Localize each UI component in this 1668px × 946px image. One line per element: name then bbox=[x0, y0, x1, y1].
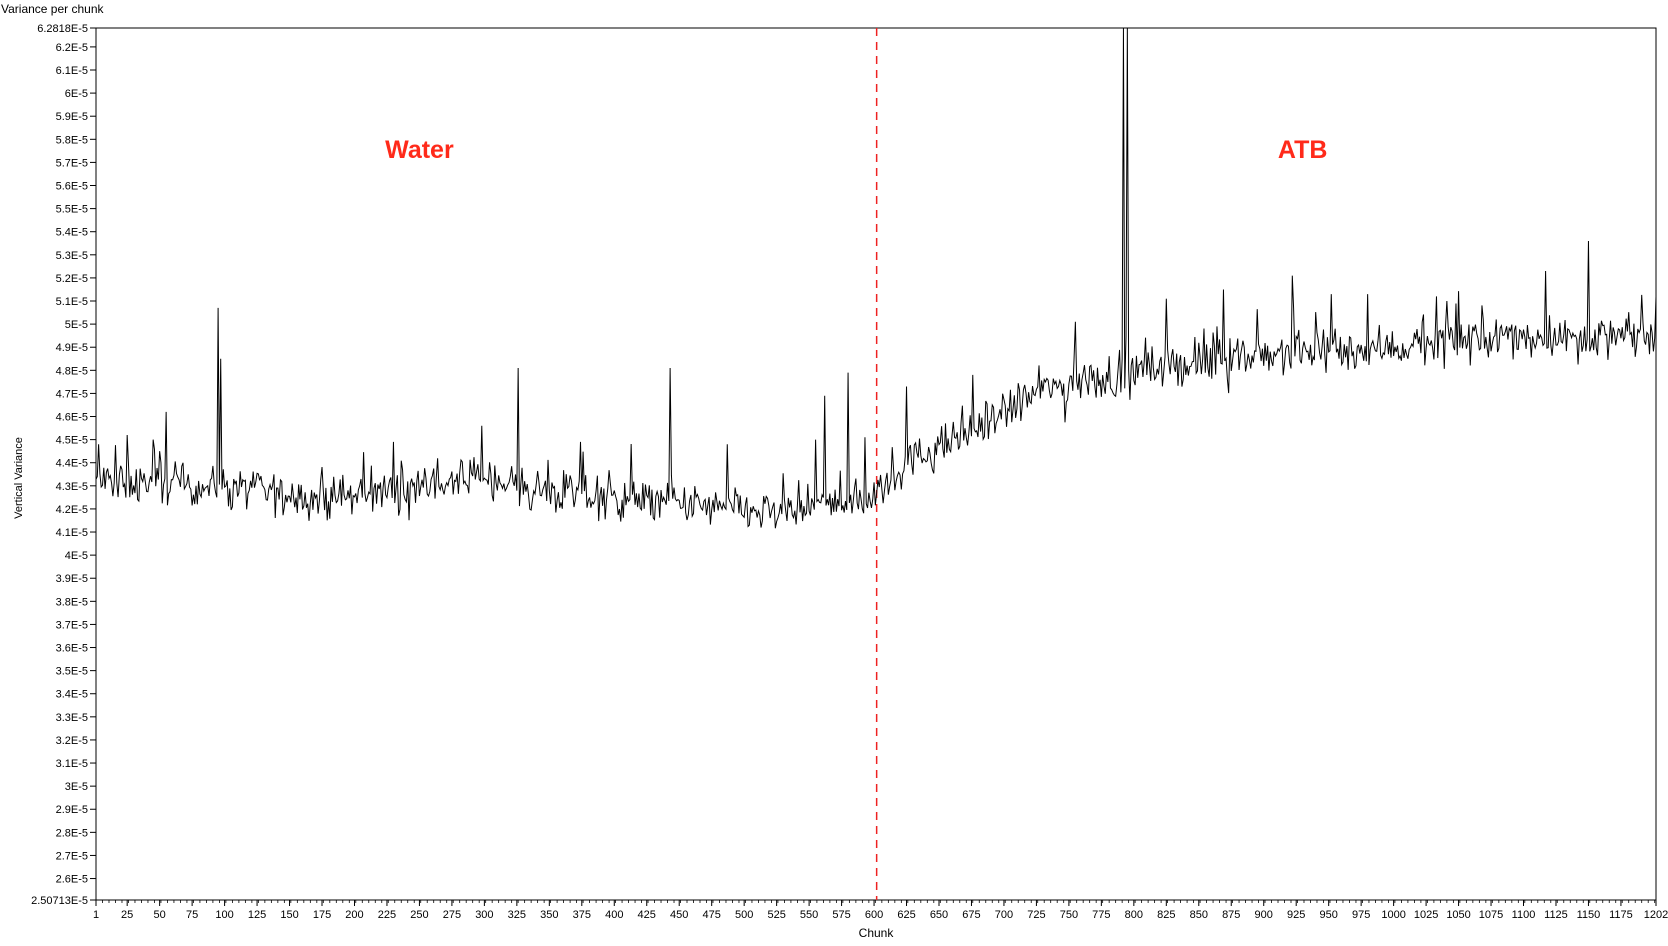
x-tick-label: 550 bbox=[800, 909, 818, 921]
y-tick-label: 3.4E-5 bbox=[56, 689, 88, 701]
x-axis-label: Chunk bbox=[859, 926, 895, 940]
y-tick-label: 4.3E-5 bbox=[56, 481, 88, 493]
y-tick-label: 2.50713E-5 bbox=[31, 895, 88, 907]
x-tick-label: 750 bbox=[1060, 909, 1078, 921]
y-tick-label: 5.4E-5 bbox=[56, 227, 88, 239]
y-tick-label: 3.5E-5 bbox=[56, 666, 88, 678]
y-tick-label: 5.6E-5 bbox=[56, 181, 88, 193]
y-tick-label: 4.5E-5 bbox=[56, 435, 88, 447]
x-tick-label: 975 bbox=[1352, 909, 1370, 921]
x-tick-label: 825 bbox=[1157, 909, 1175, 921]
y-tick-label: 2.6E-5 bbox=[56, 874, 88, 886]
x-tick-label: 900 bbox=[1255, 909, 1273, 921]
y-tick-label: 4.8E-5 bbox=[56, 365, 88, 377]
x-tick-label: 1000 bbox=[1381, 909, 1405, 921]
y-tick-label: 4.9E-5 bbox=[56, 342, 88, 354]
x-tick-label: 700 bbox=[995, 909, 1013, 921]
y-tick-label: 3.3E-5 bbox=[56, 712, 88, 724]
x-tick-label: 450 bbox=[670, 909, 688, 921]
x-tick-label: 1150 bbox=[1577, 909, 1601, 921]
y-tick-label: 5.9E-5 bbox=[56, 111, 88, 123]
y-tick-label: 6.2E-5 bbox=[56, 42, 88, 54]
x-tick-label: 1025 bbox=[1414, 909, 1438, 921]
annotation-atb: ATB bbox=[1278, 136, 1328, 164]
x-tick-label: 75 bbox=[186, 909, 198, 921]
x-tick-label: 300 bbox=[475, 909, 493, 921]
x-tick-label: 350 bbox=[540, 909, 558, 921]
x-tick-label: 675 bbox=[962, 909, 980, 921]
x-tick-label: 575 bbox=[832, 909, 850, 921]
y-tick-label: 4.2E-5 bbox=[56, 504, 88, 516]
x-tick-label: 50 bbox=[154, 909, 166, 921]
x-tick-label: 1100 bbox=[1512, 909, 1536, 921]
y-tick-label: 4.4E-5 bbox=[56, 458, 88, 470]
y-tick-label: 5.3E-5 bbox=[56, 250, 88, 262]
x-tick-label: 625 bbox=[897, 909, 915, 921]
x-tick-label: 1075 bbox=[1479, 909, 1503, 921]
chart-title: Variance per chunk bbox=[1, 2, 105, 16]
x-tick-label: 775 bbox=[1092, 909, 1110, 921]
y-tick-label: 5.5E-5 bbox=[56, 204, 88, 216]
x-tick-label: 1202 bbox=[1644, 909, 1668, 921]
x-tick-label: 650 bbox=[930, 909, 948, 921]
x-tick-label: 100 bbox=[215, 909, 233, 921]
y-tick-label: 3.2E-5 bbox=[56, 735, 88, 747]
y-tick-label: 4.7E-5 bbox=[56, 388, 88, 400]
y-tick-label: 6.1E-5 bbox=[56, 65, 88, 77]
x-tick-label: 1175 bbox=[1609, 909, 1633, 921]
x-tick-label: 400 bbox=[605, 909, 623, 921]
y-tick-label: 2.9E-5 bbox=[56, 804, 88, 816]
x-tick-label: 950 bbox=[1319, 909, 1337, 921]
x-tick-label: 875 bbox=[1222, 909, 1240, 921]
x-tick-label: 25 bbox=[121, 909, 133, 921]
y-tick-label: 3.6E-5 bbox=[56, 643, 88, 655]
y-tick-label: 5.1E-5 bbox=[56, 296, 88, 308]
x-tick-label: 850 bbox=[1190, 909, 1208, 921]
annotation-water: Water bbox=[385, 136, 454, 164]
y-tick-label: 3.9E-5 bbox=[56, 573, 88, 585]
y-tick-label: 3.1E-5 bbox=[56, 758, 88, 770]
x-tick-label: 275 bbox=[443, 909, 461, 921]
x-tick-label: 1 bbox=[93, 909, 99, 921]
y-tick-label: 5E-5 bbox=[65, 319, 88, 331]
x-tick-label: 150 bbox=[280, 909, 298, 921]
x-tick-label: 1050 bbox=[1446, 909, 1470, 921]
x-tick-label: 200 bbox=[345, 909, 363, 921]
x-tick-label: 425 bbox=[638, 909, 656, 921]
x-tick-label: 125 bbox=[248, 909, 266, 921]
x-tick-label: 500 bbox=[735, 909, 753, 921]
y-tick-label: 4.6E-5 bbox=[56, 412, 88, 424]
y-axis-label: Vertical Variance bbox=[13, 437, 25, 519]
y-tick-label: 3.7E-5 bbox=[56, 619, 88, 631]
y-tick-label: 6.2818E-5 bbox=[37, 23, 88, 35]
x-tick-label: 375 bbox=[573, 909, 591, 921]
x-tick-label: 800 bbox=[1125, 909, 1143, 921]
x-tick-label: 325 bbox=[508, 909, 526, 921]
x-tick-label: 1125 bbox=[1544, 909, 1568, 921]
y-tick-label: 5.7E-5 bbox=[56, 157, 88, 169]
y-tick-label: 6E-5 bbox=[65, 88, 88, 100]
x-tick-label: 250 bbox=[410, 909, 428, 921]
x-axis: 1 25 50 75 100 125 150 175 200 225 250 275 300 325 350… bbox=[93, 900, 1668, 921]
x-tick-label: 475 bbox=[703, 909, 721, 921]
x-tick-label: 725 bbox=[1027, 909, 1045, 921]
x-tick-label: 525 bbox=[767, 909, 785, 921]
y-tick-label: 3E-5 bbox=[65, 781, 88, 793]
y-tick-label: 2.7E-5 bbox=[56, 850, 88, 862]
y-tick-label: 3.8E-5 bbox=[56, 596, 88, 608]
x-tick-label: 225 bbox=[378, 909, 396, 921]
y-tick-label: 5.2E-5 bbox=[56, 273, 88, 285]
y-tick-label: 2.8E-5 bbox=[56, 827, 88, 839]
x-tick-label: 600 bbox=[865, 909, 883, 921]
y-tick-label: 5.8E-5 bbox=[56, 134, 88, 146]
x-tick-label: 175 bbox=[313, 909, 331, 921]
y-axis: 2.50713E-5 2.6E-5 2.7E-5 2.8E-5 2.9E-5 3E-5 3.… bbox=[31, 23, 96, 907]
y-tick-label: 4E-5 bbox=[65, 550, 88, 562]
series-line bbox=[95, 27, 1657, 529]
y-tick-label: 4.1E-5 bbox=[56, 527, 88, 539]
x-tick-label: 925 bbox=[1287, 909, 1305, 921]
